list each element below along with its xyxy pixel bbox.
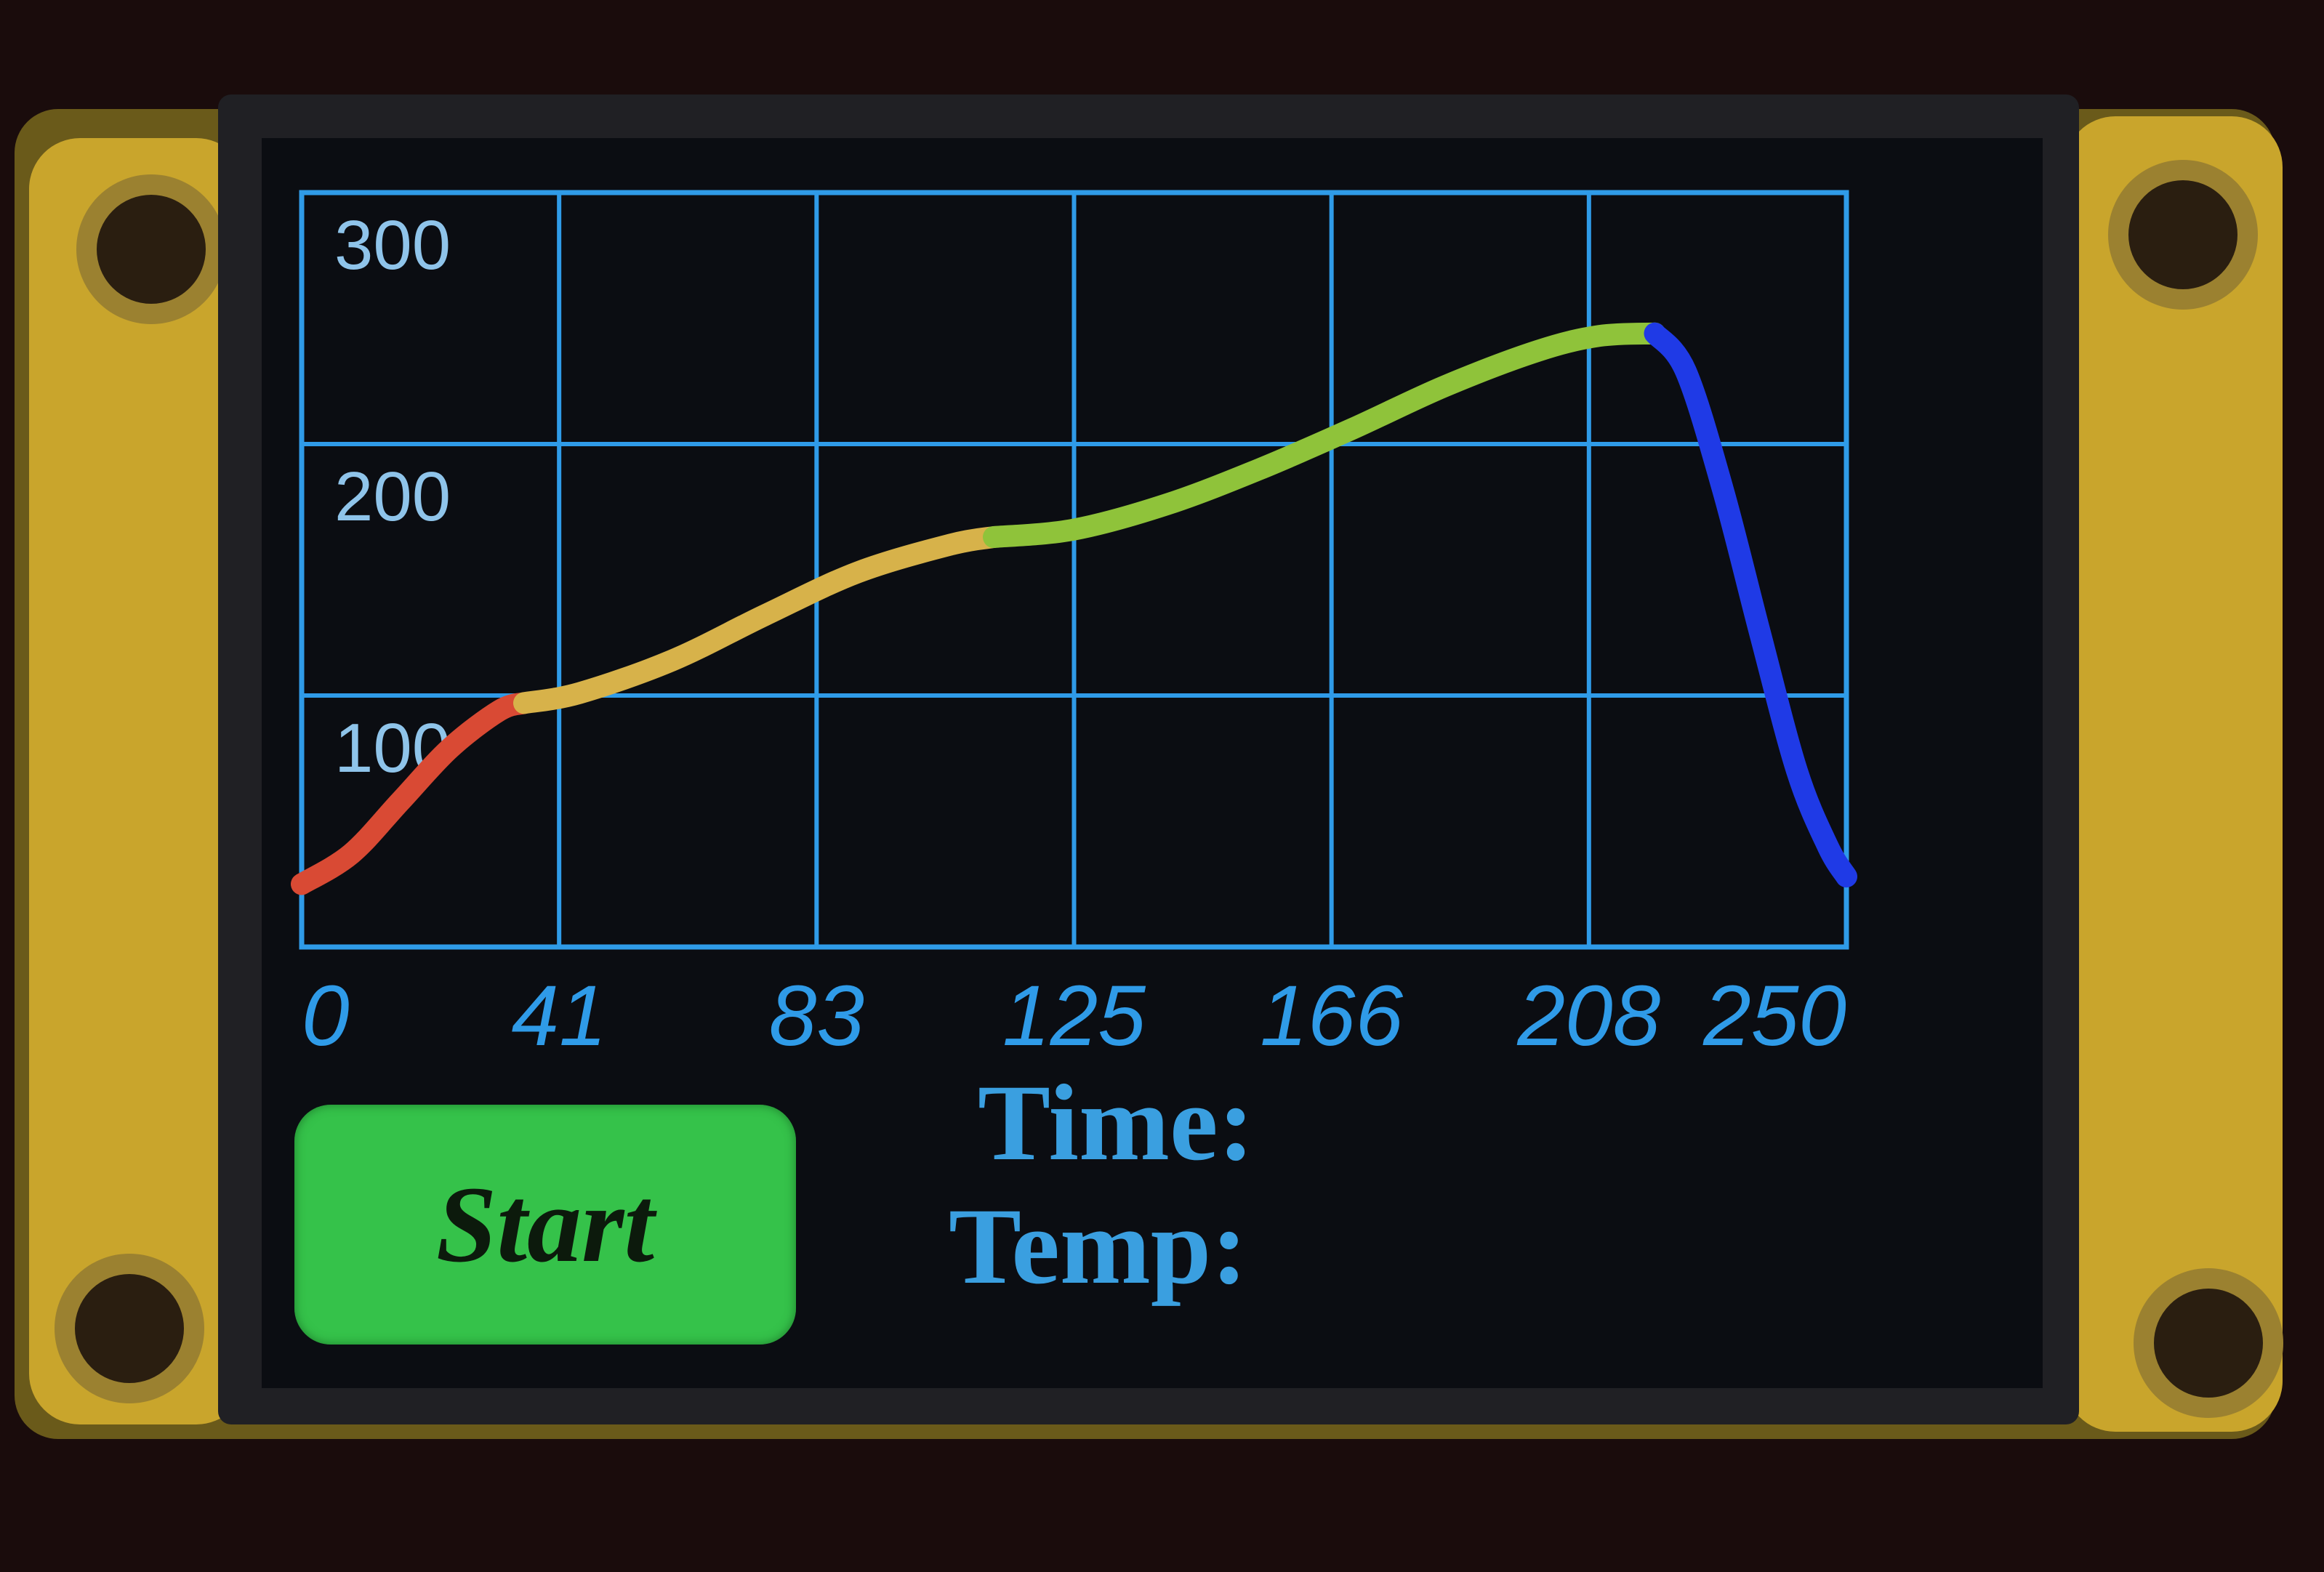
y-tick-label: 300 <box>334 206 451 284</box>
start-button[interactable]: Start <box>294 1105 796 1345</box>
x-tick-label: 41 <box>512 968 607 1064</box>
time-label: Time: <box>978 1063 1255 1183</box>
temp-label: Temp: <box>949 1186 1248 1307</box>
x-tick-label: 166 <box>1260 968 1403 1064</box>
x-tick-label: 83 <box>769 968 864 1064</box>
profile-segment-4 <box>1644 322 1857 888</box>
x-tick-label: 125 <box>1002 968 1146 1064</box>
x-tick-label: 208 <box>1516 968 1660 1064</box>
profile-segment-1 <box>291 692 535 895</box>
profile-segment-2 <box>513 526 1005 714</box>
y-tick-label: 200 <box>334 458 451 536</box>
left-mount-bracket <box>29 138 247 1424</box>
start-button-label: Start <box>435 1164 655 1285</box>
x-tick-label: 0 <box>302 968 350 1064</box>
right-mount-bracket <box>2064 116 2283 1432</box>
profile-segment-3 <box>983 322 1666 549</box>
x-tick-label: 250 <box>1702 968 1846 1064</box>
